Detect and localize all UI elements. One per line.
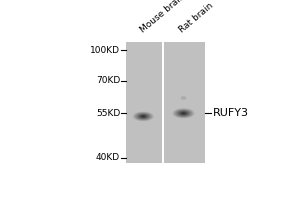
Ellipse shape xyxy=(179,111,188,115)
Ellipse shape xyxy=(173,109,194,118)
Text: RUFY3: RUFY3 xyxy=(213,108,249,118)
Ellipse shape xyxy=(172,108,195,119)
Ellipse shape xyxy=(139,114,148,119)
Ellipse shape xyxy=(138,114,149,119)
Ellipse shape xyxy=(178,111,189,116)
Ellipse shape xyxy=(175,109,192,117)
Text: 70KD: 70KD xyxy=(96,76,120,85)
Ellipse shape xyxy=(137,113,150,119)
Ellipse shape xyxy=(180,112,187,115)
Ellipse shape xyxy=(132,111,154,121)
Ellipse shape xyxy=(137,114,149,119)
Ellipse shape xyxy=(143,116,144,117)
Ellipse shape xyxy=(140,115,146,118)
Ellipse shape xyxy=(141,115,146,117)
Ellipse shape xyxy=(135,113,152,120)
Ellipse shape xyxy=(140,115,147,118)
Ellipse shape xyxy=(139,115,147,118)
Ellipse shape xyxy=(134,112,153,121)
Ellipse shape xyxy=(177,111,190,116)
Ellipse shape xyxy=(134,112,152,121)
Ellipse shape xyxy=(133,112,154,121)
Ellipse shape xyxy=(181,112,186,114)
Ellipse shape xyxy=(179,111,188,115)
Bar xyxy=(126,42,162,163)
Ellipse shape xyxy=(136,113,151,120)
Text: 100KD: 100KD xyxy=(90,46,120,55)
Ellipse shape xyxy=(136,113,151,120)
Ellipse shape xyxy=(172,108,195,118)
Ellipse shape xyxy=(176,110,192,117)
Ellipse shape xyxy=(181,112,186,115)
Ellipse shape xyxy=(180,112,188,115)
Ellipse shape xyxy=(175,109,192,117)
Ellipse shape xyxy=(138,114,148,119)
Ellipse shape xyxy=(176,110,190,116)
Ellipse shape xyxy=(136,113,150,120)
Ellipse shape xyxy=(174,109,193,118)
Ellipse shape xyxy=(173,109,194,118)
Ellipse shape xyxy=(134,112,152,120)
Ellipse shape xyxy=(180,112,187,115)
Ellipse shape xyxy=(141,116,145,117)
Text: Mouse brain: Mouse brain xyxy=(138,0,187,35)
Text: Rat brain: Rat brain xyxy=(178,1,215,35)
Ellipse shape xyxy=(173,108,194,118)
Ellipse shape xyxy=(182,113,185,114)
Ellipse shape xyxy=(174,109,193,118)
Ellipse shape xyxy=(135,113,152,120)
Ellipse shape xyxy=(176,110,191,117)
Ellipse shape xyxy=(142,116,144,117)
Ellipse shape xyxy=(142,116,144,117)
Ellipse shape xyxy=(140,115,147,118)
Bar xyxy=(164,42,205,163)
Text: 55KD: 55KD xyxy=(96,109,120,118)
Ellipse shape xyxy=(139,114,148,118)
Ellipse shape xyxy=(178,111,189,116)
Ellipse shape xyxy=(137,114,149,119)
Ellipse shape xyxy=(176,110,191,117)
Ellipse shape xyxy=(178,111,188,116)
Ellipse shape xyxy=(141,115,146,118)
Text: 40KD: 40KD xyxy=(96,153,120,162)
Ellipse shape xyxy=(142,116,145,117)
Ellipse shape xyxy=(177,110,190,116)
Ellipse shape xyxy=(181,96,186,100)
Ellipse shape xyxy=(182,113,185,114)
Ellipse shape xyxy=(133,112,153,121)
Ellipse shape xyxy=(182,112,185,114)
Ellipse shape xyxy=(183,113,184,114)
Ellipse shape xyxy=(133,112,154,121)
